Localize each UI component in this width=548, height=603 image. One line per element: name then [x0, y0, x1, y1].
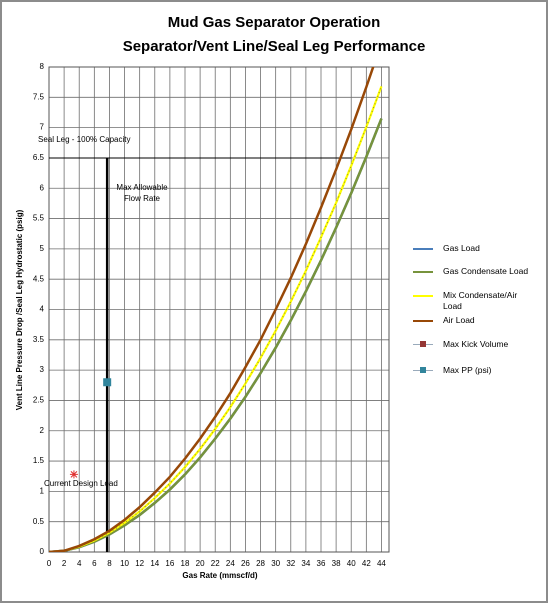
annotation: Flow Rate [124, 194, 161, 203]
y-tick-label: 6 [40, 183, 45, 192]
y-tick-label: 3 [40, 365, 45, 374]
y-tick-label: 1 [40, 486, 45, 495]
point-marker [69, 470, 78, 479]
legend-swatch [413, 271, 433, 273]
legend-swatch [413, 341, 433, 347]
x-tick-label: 28 [256, 559, 265, 568]
annotation: Max Allowable [116, 183, 168, 192]
legend-swatch [413, 320, 433, 322]
legend-entry: Max PP (psi) [413, 365, 533, 376]
legend-entry: Mix Condensate/Air Load [413, 290, 533, 312]
legend-label: Air Load [443, 315, 475, 325]
x-tick-label: 22 [211, 559, 220, 568]
x-tick-label: 20 [196, 559, 205, 568]
y-tick-label: 1.5 [33, 456, 45, 465]
x-tick-label: 2 [62, 559, 67, 568]
annotation: Current Design Load [44, 479, 118, 488]
y-tick-label: 7 [40, 123, 45, 132]
y-tick-label: 2.5 [33, 396, 45, 405]
legend-swatch [413, 295, 433, 297]
y-tick-label: 0.5 [33, 517, 45, 526]
plot-area [49, 67, 383, 552]
x-tick-label: 18 [181, 559, 190, 568]
series-line [49, 118, 383, 552]
annotation: Seal Leg - 100% Capacity [38, 135, 131, 144]
legend-label: Mix Condensate/Air Load [443, 290, 518, 311]
legend-label: Gas Load [443, 243, 480, 253]
legend-label: Max Kick Volume [443, 339, 509, 349]
plot-border [48, 66, 390, 553]
x-tick-label: 44 [377, 559, 386, 568]
y-tick-label: 7.5 [33, 92, 45, 101]
series-line [49, 67, 375, 552]
x-tick-label: 12 [135, 559, 144, 568]
y-tick-label: 2 [40, 426, 45, 435]
legend-entry: Gas Load [413, 243, 533, 254]
y-tick-label: 5 [40, 244, 45, 253]
x-tick-label: 36 [317, 559, 326, 568]
legend-entry: Max Kick Volume [413, 339, 533, 350]
legend-marker [420, 341, 426, 347]
x-tick-label: 14 [150, 559, 159, 568]
legend-marker [420, 367, 426, 373]
x-tick-label: 24 [226, 559, 235, 568]
legend-label: Max PP (psi) [443, 365, 492, 375]
x-tick-label: 30 [271, 559, 280, 568]
legend-entry: Gas Condensate Load [413, 266, 533, 277]
x-tick-label: 40 [347, 559, 356, 568]
x-tick-label: 26 [241, 559, 250, 568]
legend-label: Gas Condensate Load [443, 266, 529, 276]
x-axis-title: Gas Rate (mmscf/d) [182, 571, 257, 580]
y-axis-title: Vent Line Pressure Drop /Seal Leg Hydros… [15, 209, 24, 410]
legend-swatch [413, 248, 433, 250]
x-tick-label: 10 [120, 559, 129, 568]
y-tick-label: 4.5 [33, 274, 45, 283]
x-tick-label: 16 [165, 559, 174, 568]
y-tick-label: 4 [40, 305, 45, 314]
x-tick-label: 42 [362, 559, 371, 568]
x-tick-label: 0 [47, 559, 52, 568]
y-tick-label: 0 [40, 547, 45, 556]
point-marker [103, 378, 112, 387]
y-tick-label: 6.5 [33, 153, 45, 162]
x-tick-label: 32 [286, 559, 295, 568]
x-tick-label: 4 [77, 559, 82, 568]
x-tick-label: 34 [301, 559, 310, 568]
y-tick-label: 5.5 [33, 214, 45, 223]
y-tick-label: 3.5 [33, 335, 45, 344]
chart-subtitle: Separator/Vent Line/Seal Leg Performance [123, 38, 426, 55]
x-tick-label: 8 [107, 559, 112, 568]
series-line [49, 86, 383, 552]
x-tick-label: 38 [332, 559, 341, 568]
legend-swatch [413, 367, 433, 373]
chart-title: Mud Gas Separator Operation [168, 14, 381, 31]
x-tick-label: 6 [92, 559, 97, 568]
legend-entry: Air Load [413, 315, 533, 326]
y-tick-label: 8 [40, 62, 45, 71]
